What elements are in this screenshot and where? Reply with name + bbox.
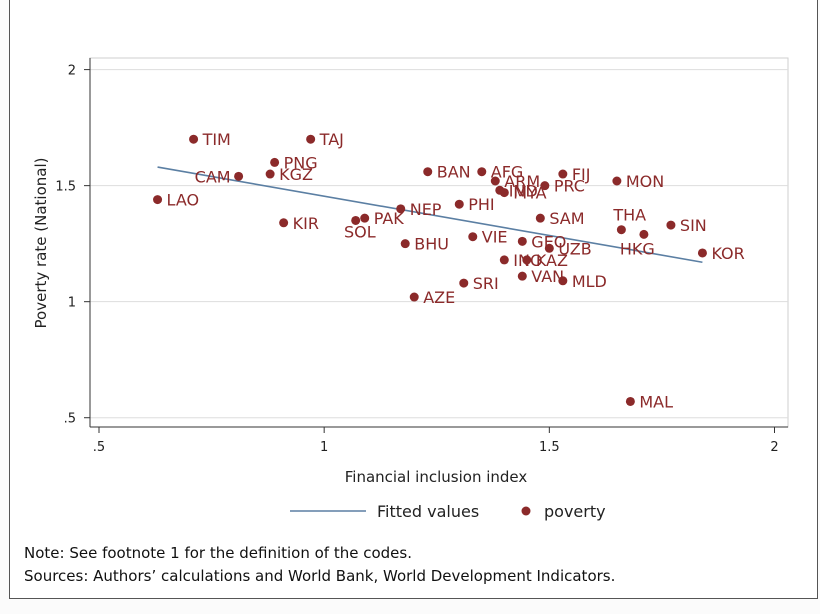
data-point — [544, 243, 554, 253]
data-point — [535, 213, 545, 223]
data-point — [306, 134, 316, 144]
data-point — [459, 278, 469, 288]
point-label: MON — [626, 172, 664, 191]
point-label: VAN — [531, 267, 564, 286]
data-point — [666, 220, 676, 230]
point-label: GEO — [531, 232, 566, 251]
point-label: MYA — [513, 184, 546, 203]
y-tick-label: .5 — [64, 412, 76, 427]
legend-dot-marker — [521, 506, 531, 516]
y-tick-label: 1.5 — [55, 180, 76, 195]
data-point — [153, 195, 163, 205]
legend-label-poverty: poverty — [544, 502, 606, 521]
point-label: SRI — [473, 274, 499, 293]
data-point — [270, 157, 280, 167]
y-tick-label: 1 — [68, 296, 76, 311]
data-point — [616, 225, 626, 235]
point-label: ARM — [504, 172, 540, 191]
data-point — [477, 167, 487, 177]
point-label: LAO — [167, 191, 200, 210]
axes: .5 1 1.5 2 .5 1 1.5 2 — [55, 58, 788, 455]
point-label: TIM — [202, 130, 231, 149]
point-label: PNG — [284, 153, 318, 172]
x-axis-title: Financial inclusion index — [345, 468, 528, 486]
point-label: BAN — [437, 163, 471, 182]
data-point — [189, 134, 199, 144]
data-point — [396, 204, 406, 214]
data-point — [423, 167, 433, 177]
data-point — [612, 176, 622, 186]
point-label: PAK — [374, 209, 405, 228]
point-label: BHU — [414, 235, 449, 254]
data-point — [409, 292, 419, 302]
note-line: Note: See footnote 1 for the definition … — [24, 544, 412, 562]
data-point — [454, 199, 464, 209]
x-tick-label: 2 — [770, 440, 778, 455]
data-point — [558, 276, 568, 286]
point-label: KIR — [293, 214, 319, 233]
y-tick-label: 2 — [68, 64, 76, 79]
point-label: FIJ — [572, 165, 591, 184]
point-label: SIN — [680, 216, 707, 235]
x-tick-label: .5 — [93, 440, 105, 455]
point-label: AZE — [423, 288, 455, 307]
point-label: KOR — [711, 244, 744, 263]
data-point — [697, 248, 707, 258]
point-label: PHI — [468, 195, 494, 214]
grid-lines — [90, 69, 788, 419]
data-point — [499, 188, 509, 198]
fitted-values-line — [157, 166, 703, 264]
point-label: PRC — [554, 177, 585, 196]
data-point — [490, 176, 500, 186]
point-label: KGZ — [279, 165, 313, 184]
data-point — [351, 215, 361, 225]
point-label: MLD — [572, 272, 607, 291]
x-tick-label: 1.5 — [539, 440, 560, 455]
data-point — [234, 171, 244, 181]
sources-line: Sources: Authors’ calculations and World… — [24, 567, 616, 585]
data-point — [517, 236, 527, 246]
point-label: CAM — [195, 167, 231, 186]
point-label: HKG — [620, 239, 655, 258]
point-label: NEP — [410, 200, 442, 219]
data-point — [499, 255, 509, 265]
data-point — [522, 255, 532, 265]
point-label: AFG — [491, 163, 524, 182]
point-label: SOL — [344, 222, 376, 241]
data-point — [400, 239, 410, 249]
y-axis-title: Poverty rate (National) — [32, 158, 50, 329]
point-label: VIE — [482, 228, 508, 247]
fitted-line — [157, 166, 703, 264]
data-point — [279, 218, 289, 228]
data-point — [540, 181, 550, 191]
data-point — [468, 232, 478, 242]
point-label: THA — [612, 206, 646, 225]
x-tick-label: 1 — [320, 440, 328, 455]
point-label: TAJ — [319, 130, 344, 149]
point-label: MAL — [639, 392, 673, 411]
point-label: KAZ — [536, 251, 568, 270]
legend-label-fitted: Fitted values — [377, 502, 479, 521]
legend: Fitted values poverty — [290, 502, 606, 521]
point-label: SAM — [549, 209, 584, 228]
plot-area — [89, 57, 789, 428]
point-label: UZB — [558, 239, 591, 258]
data-point — [558, 169, 568, 179]
data-point — [265, 169, 275, 179]
data-point — [639, 229, 649, 239]
data-point — [625, 396, 635, 406]
data-point — [360, 213, 370, 223]
data-point — [517, 271, 527, 281]
point-label: IND — [509, 181, 538, 200]
